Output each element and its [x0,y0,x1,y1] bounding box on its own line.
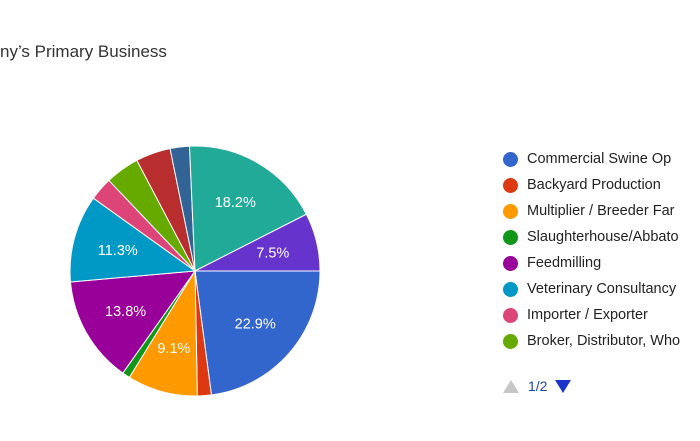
pager-up-arrow-icon[interactable] [503,379,519,393]
legend-label: Importer / Exporter [527,307,648,323]
slice-label: 13.8% [105,304,146,320]
pager-page-text: 1/2 [528,378,548,394]
pager-down-arrow-icon[interactable] [555,379,572,393]
legend-item[interactable]: Slaughterhouse/Abbato [503,224,700,250]
legend-item[interactable]: Veterinary Consultancy [503,276,700,302]
legend-label: Backyard Production [527,177,661,193]
pie-slice[interactable] [69,270,197,374]
pie-slice[interactable] [188,145,308,272]
legend-label: Slaughterhouse/Abbato [527,229,679,245]
legend-swatch [503,177,518,193]
pie-slice[interactable] [69,197,197,283]
pie-slice[interactable] [194,270,321,396]
legend-label: Multiplier / Breeder Far [527,203,675,219]
legend-swatch [503,281,518,297]
legend-label: Feedmilling [527,255,602,271]
legend-pager: 1/2 [503,378,572,394]
legend-label: Veterinary Consultancy [527,281,677,297]
legend-label: Broker, Distributor, Who [527,333,681,349]
legend-item[interactable]: Feedmilling [503,250,700,276]
legend-swatch [503,229,518,245]
legend-item[interactable]: Broker, Distributor, Who [503,328,700,354]
legend-swatch [503,333,518,349]
chart-title: ny’s Primary Business [0,42,167,61]
slice-label: 7.5% [256,245,289,261]
legend-item[interactable]: Importer / Exporter [503,302,700,328]
slice-label: 9.1% [157,341,190,357]
legend-item[interactable]: Backyard Production [503,172,700,198]
legend-swatch [503,255,518,271]
legend-label: Commercial Swine Op [527,151,672,167]
legend-swatch [503,203,518,219]
legend-item[interactable]: Multiplier / Breeder Far [503,198,700,224]
legend: Commercial Swine Op Backyard Production Mu… [503,146,700,354]
legend-swatch [503,151,518,167]
pie-slice[interactable] [194,213,321,272]
slice-label: 22.9% [235,317,276,333]
slice-label: 11.3% [98,243,138,259]
legend-item[interactable]: Commercial Swine Op [503,146,700,172]
slice-label: 18.2% [215,195,256,211]
legend-swatch [503,307,518,323]
